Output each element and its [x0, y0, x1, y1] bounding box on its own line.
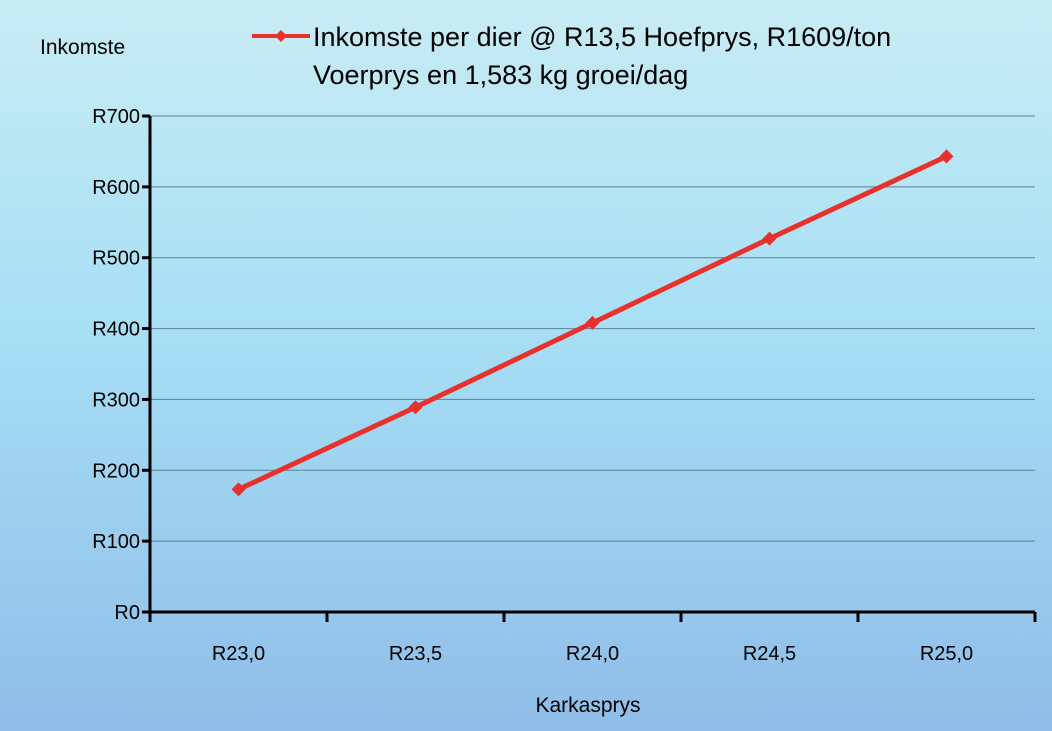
- legend: Inkomste per dier @ R13,5 Hoefprys, R160…: [252, 22, 891, 90]
- y-tick-label: R200: [92, 460, 140, 482]
- data-point: [585, 315, 600, 330]
- x-tick-label: R25,0: [920, 643, 973, 665]
- y-tick-label: R700: [92, 106, 140, 128]
- y-tick-label: R0: [114, 602, 140, 624]
- x-tick-label: R24,0: [566, 643, 619, 665]
- legend-label-line-2: Voerprys en 1,583 kg groei/dag: [313, 60, 688, 90]
- data-point: [762, 231, 777, 246]
- y-tick-label: R300: [92, 389, 140, 411]
- legend-diamond-marker: [275, 30, 287, 42]
- data-point: [408, 400, 423, 415]
- y-tick-label: R100: [92, 531, 140, 553]
- y-axis-ticks: R0 R100 R200 R300 R400 R500 R600 R700: [92, 106, 150, 624]
- x-axis-ticks: R23,0 R23,5 R24,0 R24,5 R25,0: [148, 612, 1037, 665]
- x-axis-title: Karkasprys: [535, 694, 640, 717]
- data-point: [939, 149, 954, 164]
- x-tick-label: R24,5: [743, 643, 796, 665]
- y-tick-label: R600: [92, 177, 140, 199]
- legend-label-line-1: Inkomste per dier @ R13,5 Hoefprys, R160…: [313, 22, 891, 52]
- y-axis-title: Inkomste: [40, 36, 125, 59]
- x-tick-label: R23,5: [389, 643, 442, 665]
- y-tick-label: R400: [92, 319, 140, 341]
- gridlines: [150, 115, 1035, 542]
- x-tick-label: R23,0: [212, 643, 265, 665]
- data-point: [231, 482, 246, 497]
- y-tick-label: R500: [92, 248, 140, 270]
- series-layer: [231, 149, 954, 497]
- axes: [148, 116, 1035, 614]
